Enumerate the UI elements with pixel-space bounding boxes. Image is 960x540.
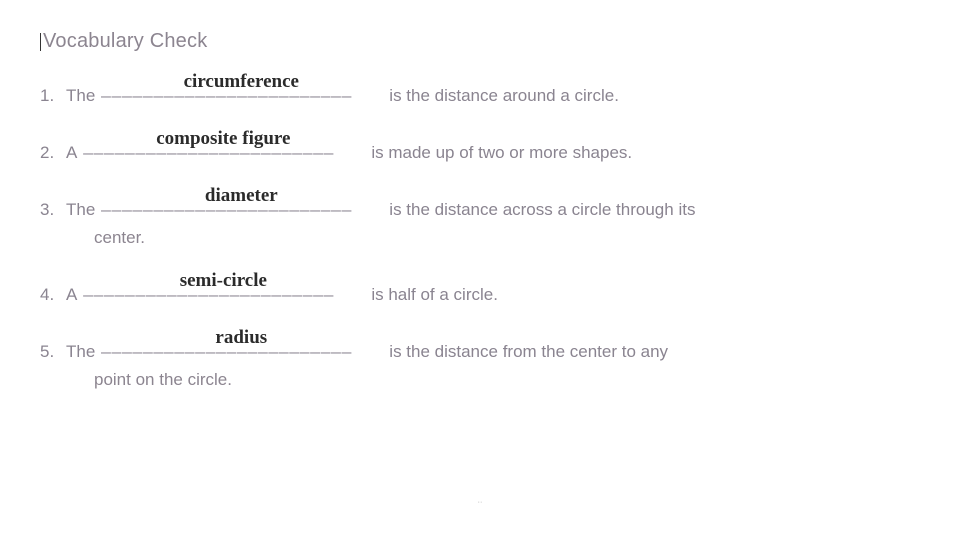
item-after-text: is the distance across a circle through …	[389, 200, 695, 220]
vocab-item: 5. The radius ________________________ i…	[40, 331, 920, 362]
item-after-text: is the distance from the center to any	[389, 342, 668, 362]
item-number: 5.	[40, 342, 66, 362]
worksheet-page: Vocabulary Check 1. The circumference __…	[0, 0, 960, 540]
item-continue-text: center.	[94, 228, 920, 248]
vocab-item: 2. A composite figure __________________…	[40, 132, 920, 163]
item-number: 4.	[40, 285, 66, 305]
fill-blank: circumference ________________________	[101, 75, 381, 101]
item-number: 3.	[40, 200, 66, 220]
vocab-item: 3. The diameter ________________________…	[40, 189, 920, 220]
blank-underscore: ________________________	[83, 278, 363, 298]
item-number: 1.	[40, 86, 66, 106]
item-lead: A	[66, 285, 77, 305]
fill-blank: semi-circle ________________________	[83, 274, 363, 300]
item-lead: The	[66, 86, 95, 106]
vocab-item: 4. A semi-circle _______________________…	[40, 274, 920, 305]
vocab-item: 1. The circumference ___________________…	[40, 75, 920, 106]
item-after-text: is half of a circle.	[371, 285, 498, 305]
item-after-text: is made up of two or more shapes.	[371, 143, 632, 163]
item-number: 2.	[40, 143, 66, 163]
text-cursor	[40, 33, 41, 51]
item-after-text: is the distance around a circle.	[389, 86, 619, 106]
section-heading: Vocabulary Check	[40, 30, 920, 53]
item-lead: The	[66, 200, 95, 220]
blank-underscore: ________________________	[101, 335, 381, 355]
fill-blank: diameter ________________________	[101, 189, 381, 215]
blank-underscore: ________________________	[83, 136, 363, 156]
item-continue-text: point on the circle.	[94, 370, 920, 390]
item-lead: A	[66, 143, 77, 163]
page-footer-mark: ··	[478, 499, 483, 506]
fill-blank: composite figure _______________________…	[83, 132, 363, 158]
item-lead: The	[66, 342, 95, 362]
blank-underscore: ________________________	[101, 193, 381, 213]
heading-text: Vocabulary Check	[43, 30, 207, 52]
blank-underscore: ________________________	[101, 79, 381, 99]
fill-blank: radius ________________________	[101, 331, 381, 357]
